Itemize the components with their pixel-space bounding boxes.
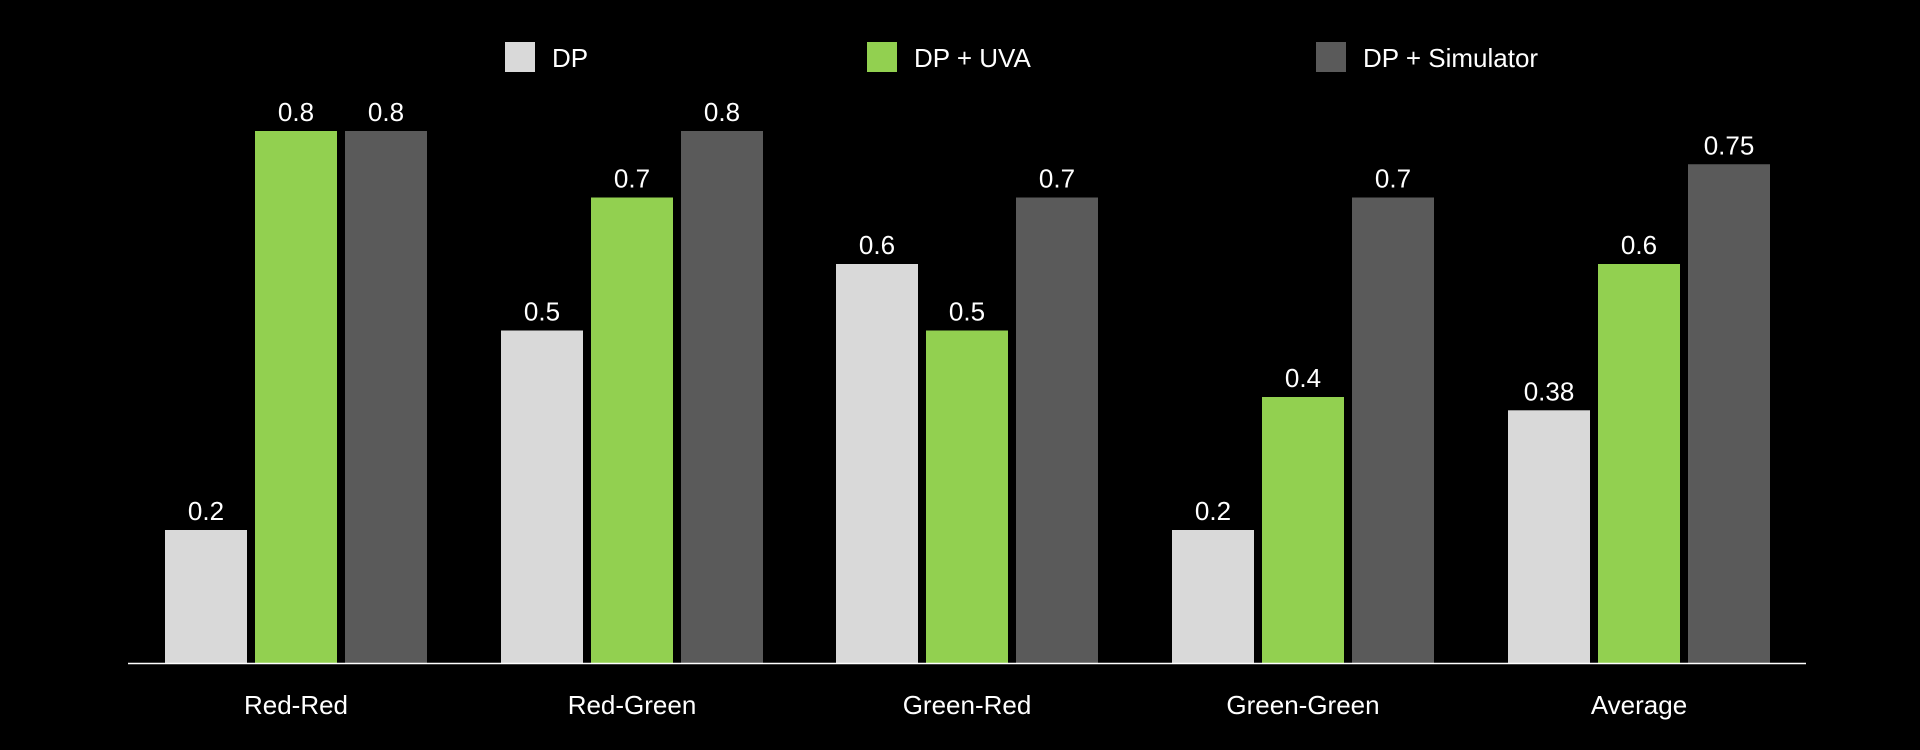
x-tick-label-red-red: Red-Red [244,690,348,720]
bar-dp-simulator-average [1688,164,1770,663]
bar-dp-average [1508,410,1590,663]
x-tick-label-green-green: Green-Green [1226,690,1379,720]
data-label-dp-uva-green-green: 0.4 [1285,363,1321,393]
data-label-dp-red-green: 0.5 [524,297,560,327]
data-label-dp-green-red: 0.6 [859,230,895,260]
data-label-dp-uva-red-green: 0.7 [614,164,650,194]
bar-dp-simulator-green-red [1016,197,1098,663]
bar-dp-uva-green-red [926,330,1008,663]
x-tick-label-average: Average [1591,690,1687,720]
bar-dp-uva-red-red [255,131,337,663]
bar-dp-green-red [836,264,918,663]
data-label-dp-uva-red-red: 0.8 [278,97,314,127]
data-label-dp-simulator-average: 0.75 [1704,130,1755,160]
data-label-dp-simulator-red-red: 0.8 [368,97,404,127]
bar-dp-red-red [165,530,247,663]
bar-dp-uva-average [1598,264,1680,663]
data-label-dp-average: 0.38 [1524,376,1575,406]
x-tick-label-green-red: Green-Red [903,690,1032,720]
bar-dp-uva-red-green [591,197,673,663]
legend-label-dp-uva: DP + UVA [914,43,1031,73]
bar-dp-simulator-green-green [1352,197,1434,663]
data-label-dp-uva-green-red: 0.5 [949,297,985,327]
data-label-dp-red-red: 0.2 [188,496,224,526]
legend-label-dp-simulator: DP + Simulator [1363,43,1538,73]
data-label-dp-simulator-green-red: 0.7 [1039,164,1075,194]
data-label-dp-simulator-green-green: 0.7 [1375,164,1411,194]
legend-swatch-dp [505,42,535,72]
bar-dp-simulator-red-green [681,131,763,663]
data-label-dp-uva-average: 0.6 [1621,230,1657,260]
legend-label-dp: DP [552,43,588,73]
x-tick-label-red-green: Red-Green [568,690,697,720]
bar-dp-red-green [501,330,583,663]
bar-dp-green-green [1172,530,1254,663]
bar-dp-simulator-red-red [345,131,427,663]
data-label-dp-green-green: 0.2 [1195,496,1231,526]
legend-swatch-dp-simulator [1316,42,1346,72]
data-label-dp-simulator-red-green: 0.8 [704,97,740,127]
legend-swatch-dp-uva [867,42,897,72]
bar-dp-uva-green-green [1262,397,1344,663]
